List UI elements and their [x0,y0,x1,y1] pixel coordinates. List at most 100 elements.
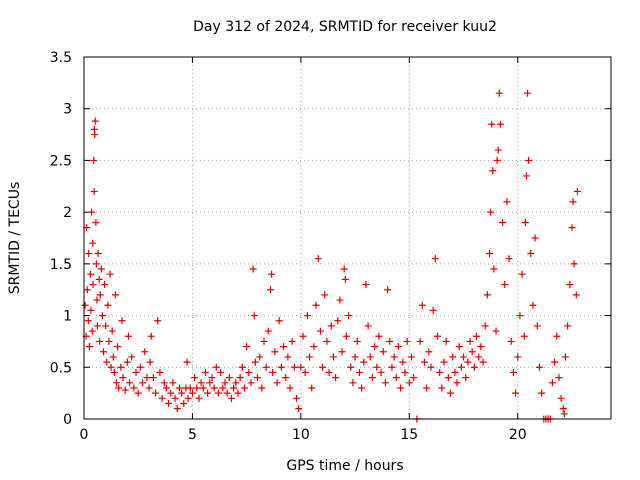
data-point [427,363,435,371]
data-point [358,384,366,392]
data-point [299,332,307,340]
data-point [103,358,111,366]
data-point [210,384,218,392]
data-point [219,384,227,392]
data-point [438,384,446,392]
data-point [173,405,181,413]
data-point [147,332,155,340]
data-point [360,358,368,366]
data-point [386,337,394,345]
data-point [548,379,556,387]
data-point [557,394,565,402]
data-point [377,368,385,376]
data-point [81,301,89,309]
data-point [475,353,483,361]
data-point [573,187,581,195]
y-tick-label: 3.5 [50,50,72,66]
data-point [105,337,113,345]
data-point [531,234,539,242]
data-point [253,374,261,382]
x-axis-label: GPS time / hours [286,458,403,474]
data-point [323,337,331,345]
data-point [104,301,112,309]
data-point [490,265,498,273]
data-point [108,327,116,335]
x-tick-label: 20 [509,427,527,443]
data-point [553,332,561,340]
data-point [93,296,101,304]
data-point [230,384,238,392]
data-point [418,301,426,309]
data-point [375,332,383,340]
data-point [101,281,109,289]
data-point [308,384,316,392]
data-point [524,89,532,97]
y-tick-label: 0.5 [50,360,72,376]
data-point [124,332,132,340]
data-point [206,379,214,387]
data-point [97,265,105,273]
data-point [91,131,99,139]
data-point [462,374,470,382]
data-point [303,312,311,320]
data-point [340,265,348,273]
y-tick-label: 1 [63,309,72,325]
data-point [561,353,569,361]
data-point [180,399,188,407]
data-point [440,358,448,366]
data-point [338,348,346,356]
data-point [572,291,580,299]
y-tick-label: 1.5 [50,257,72,273]
data-point [384,286,392,294]
data-point [280,343,288,351]
data-point [373,363,381,371]
data-point [381,379,389,387]
data-point [319,363,327,371]
data-point [102,322,110,330]
data-point [110,368,118,376]
y-tick-label: 2.5 [50,153,72,169]
data-point [492,327,500,335]
data-point [273,379,281,387]
data-point [93,322,101,330]
data-point [527,250,535,258]
data-point [390,353,398,361]
data-point [310,343,318,351]
data-point [169,379,177,387]
data-point [92,218,100,226]
data-point [130,384,138,392]
data-point [431,255,439,263]
data-point [551,358,559,366]
data-point [264,327,272,335]
data-point [351,353,359,361]
data-point [271,348,279,356]
data-point [353,337,361,345]
data-point [516,312,524,320]
data-point [212,363,220,371]
data-point [501,281,509,289]
data-point [243,343,251,351]
data-point [85,250,93,258]
data-point [388,363,396,371]
data-point [204,389,212,397]
data-point [88,208,96,216]
data-point [98,312,106,320]
data-point [464,358,472,366]
data-point [560,410,568,418]
data-point [111,291,119,299]
data-point [128,353,136,361]
data-point [371,343,379,351]
data-point [232,379,240,387]
data-point [145,384,153,392]
data-point [321,291,329,299]
data-point [92,260,100,268]
data-point [507,337,515,345]
data-points [81,89,581,423]
data-point [160,379,168,387]
data-point [407,353,415,361]
data-point [401,368,409,376]
data-point [119,374,127,382]
data-point [217,368,225,376]
data-point [199,384,207,392]
data-point [117,363,125,371]
